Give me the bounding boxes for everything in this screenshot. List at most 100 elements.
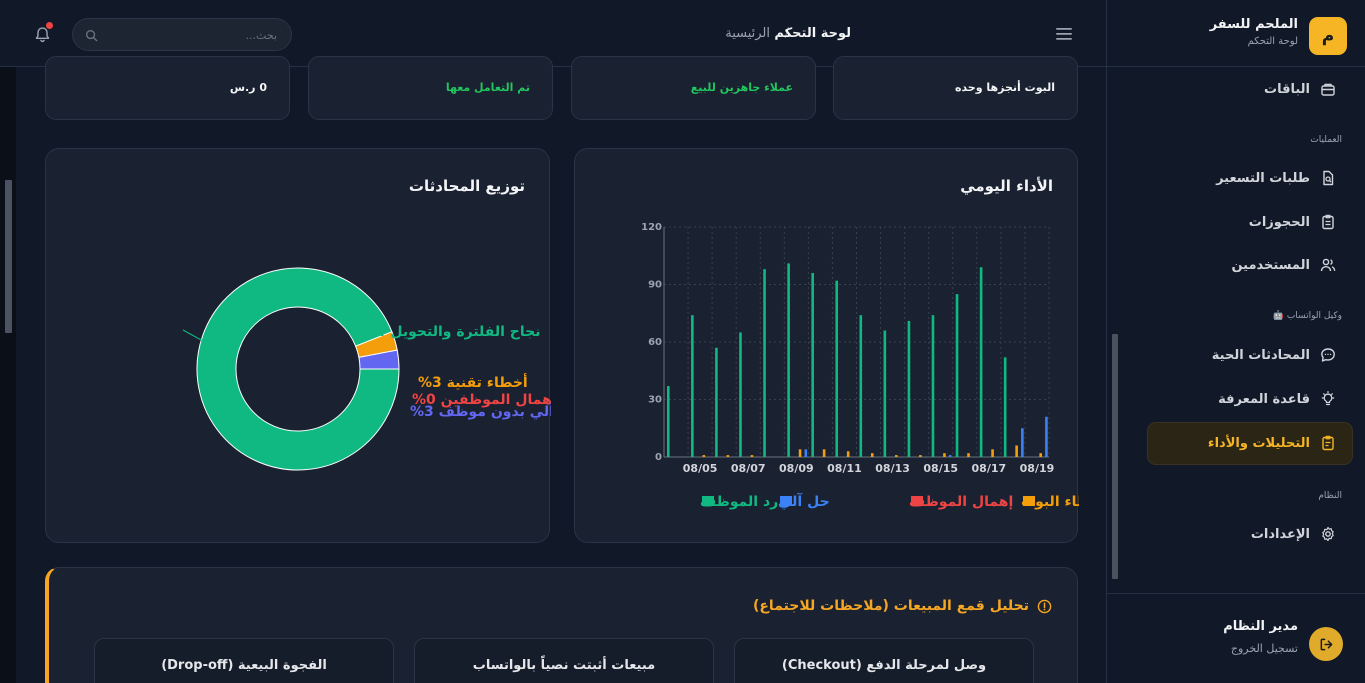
legend-swatch	[780, 496, 792, 506]
sidebar-scrollbar-thumb[interactable]	[1112, 334, 1118, 579]
bar-أخطاء البوت	[750, 455, 754, 457]
bar-حل آلي	[1045, 416, 1048, 457]
sidebar-item-label: المستخدمين	[1231, 257, 1310, 273]
x-tick-label: 08/09	[779, 462, 814, 475]
donut-slice	[358, 349, 400, 370]
bar-رد الموظف	[715, 347, 718, 457]
logout-link[interactable]: تسجيل الخروج	[1230, 642, 1298, 655]
bar-أخطاء البوت	[822, 449, 826, 457]
slice-label: أخطاء تقنية 3%	[418, 373, 528, 391]
hamburger-menu-icon[interactable]	[1055, 26, 1073, 42]
brand-logo: م	[1309, 17, 1347, 55]
stat-card-handled: تم التعامل معها	[308, 56, 553, 120]
brand-subtitle: لوحة التحكم	[1247, 36, 1298, 47]
x-tick-label: 08/05	[683, 462, 718, 475]
bar-رد الموظف	[979, 267, 983, 457]
sidebar-item-packages[interactable]: الباقات	[1264, 68, 1336, 110]
slice-label: إهمال الموظفين 0%	[412, 392, 551, 408]
panel-title: توزيع المحادثات	[408, 177, 525, 195]
x-tick-label: 08/19	[1020, 462, 1055, 475]
x-tick-label: 08/07	[731, 462, 766, 475]
search-input[interactable]	[97, 25, 277, 45]
bar-رد الموظف	[811, 273, 814, 457]
top-header: الرئيسية / لوحة التحكم	[0, 0, 1106, 67]
users-icon	[1320, 258, 1336, 272]
x-tick-label: 08/13	[875, 462, 910, 475]
bar-أخطاء البوت	[870, 453, 874, 457]
section-label-system: النظام	[1318, 491, 1342, 501]
legend-label: أخطاء البوت	[1021, 492, 1079, 510]
sidebar-item-label: قاعدة المعرفة	[1218, 391, 1310, 407]
legend-swatch	[911, 496, 923, 506]
robot-emoji: 🤖	[1272, 311, 1284, 321]
user-name: مدير النظام	[1223, 619, 1298, 634]
bar-رد الموظف	[835, 280, 839, 457]
bar-رد الموظف	[883, 330, 887, 457]
conversation-distribution-panel: توزيع المحادثات نجاح الفلترة والتحويل 94…	[45, 148, 551, 543]
search-box	[72, 18, 292, 51]
sidebar: م الملحم للسفر لوحة التحكم الباقات العمل…	[1106, 0, 1365, 683]
stat-card-ready-clients: عملاء جاهزين للبيع	[571, 56, 816, 120]
bar-أخطاء البوت	[919, 455, 922, 457]
x-tick-label: 08/15	[923, 462, 958, 475]
sidebar-item-live-chats[interactable]: المحادثات الحية	[1212, 334, 1336, 376]
sidebar-item-users[interactable]: المستخدمين	[1231, 244, 1336, 286]
y-tick-label: 30	[648, 395, 662, 406]
logout-button[interactable]	[1309, 627, 1343, 661]
gear-icon	[1322, 526, 1334, 542]
breadcrumb-current: لوحة التحكم	[774, 26, 851, 41]
sidebar-item-analytics[interactable]: التحليلات والأداء	[1208, 422, 1336, 464]
slice-label: نجاح الفلترة والتحويل 94%	[352, 324, 540, 340]
sidebar-item-label: المحادثات الحية	[1211, 347, 1310, 363]
stat-card-label: البوت أنجزها وحده	[954, 81, 1055, 94]
notification-badge	[46, 22, 53, 29]
section-label-whatsapp-agent: وكيل الواتساب 🤖	[1273, 311, 1342, 321]
sidebar-item-label: التحليلات والأداء	[1207, 435, 1310, 451]
daily-performance-panel: الأداء اليومي 0 30 60 90 120 08/05 08/07 08/09 0…	[574, 148, 1079, 543]
funnel-card-checkout: وصل لمرحلة الدفع (Checkout)	[734, 638, 1034, 683]
sidebar-item-settings[interactable]: الإعدادات	[1251, 513, 1336, 555]
sidebar-item-quote-requests[interactable]: طلبات التسعير	[1216, 157, 1336, 199]
bar-رد الموظف	[763, 269, 766, 457]
left-gutter	[0, 67, 16, 683]
funnel-card-label: مبيعات أثبتت نصياً بالواتساب	[472, 658, 656, 673]
bar-رد الموظف	[931, 315, 935, 457]
file-search-icon	[1323, 170, 1334, 186]
legend-swatch	[1023, 496, 1035, 506]
stat-card-bot-solved: البوت أنجزها وحده	[833, 56, 1078, 120]
daily-performance-chart: 0 30 60 90 120 08/05 08/07 08/09 08/11 08/13 08/15…	[641, 222, 1079, 510]
legend-label: حل آلي	[778, 492, 830, 510]
analysis-title: تحليل قمع المبيعات (ملاحظات للاجتماع)	[752, 598, 1029, 614]
funnel-card-label: الفجوة البيعية (Drop-off)	[161, 658, 327, 673]
search-icon	[85, 29, 98, 42]
donut-slice	[196, 267, 400, 471]
logout-icon	[1320, 638, 1332, 650]
sidebar-item-knowledge-base[interactable]: قاعدة المعرفة	[1218, 378, 1336, 420]
notification-bell-icon[interactable]	[34, 26, 51, 43]
bar-أخطاء البوت	[895, 455, 898, 457]
stat-card-value: 0 ر.س	[229, 81, 267, 94]
bar-أخطاء البوت	[798, 449, 802, 457]
funnel-card-whatsapp-sales: مبيعات أثبتت نصياً بالواتساب	[414, 638, 714, 683]
conversation-distribution-chart: نجاح الفلترة والتحويل 94% أخطاء تقنية 3%إ…	[182, 267, 551, 471]
bar-رد الموظف	[691, 315, 694, 457]
sidebar-active-highlight	[1147, 422, 1353, 465]
legend-swatch	[702, 496, 714, 506]
section-label-operations: العمليات	[1310, 135, 1342, 145]
lightbulb-icon	[1321, 391, 1335, 406]
stat-card-revenue: 0 ر.س	[45, 56, 290, 120]
bar-رد الموظف	[1003, 357, 1007, 457]
bar-أخطاء البوت	[1015, 445, 1018, 457]
left-scrollbar-thumb[interactable]	[5, 180, 12, 333]
sales-funnel-analysis-panel: تحليل قمع المبيعات (ملاحظات للاجتماع) وص…	[45, 567, 1078, 683]
y-tick-label: 120	[641, 222, 662, 233]
sidebar-item-bookings[interactable]: الحجوزات	[1249, 201, 1336, 243]
bar-أخطاء البوت	[726, 455, 730, 457]
stat-card-label: عملاء جاهزين للبيع	[690, 81, 793, 94]
sidebar-item-label: الحجوزات	[1248, 214, 1310, 230]
slice-label: حل آلي بدون موظف 3%	[410, 402, 551, 420]
breadcrumb-home-link[interactable]: الرئيسية	[725, 26, 770, 41]
sidebar-item-label: طلبات التسعير	[1216, 170, 1310, 186]
brand-name: الملحم للسفر	[1209, 17, 1298, 32]
y-tick-label: 0	[655, 452, 662, 463]
